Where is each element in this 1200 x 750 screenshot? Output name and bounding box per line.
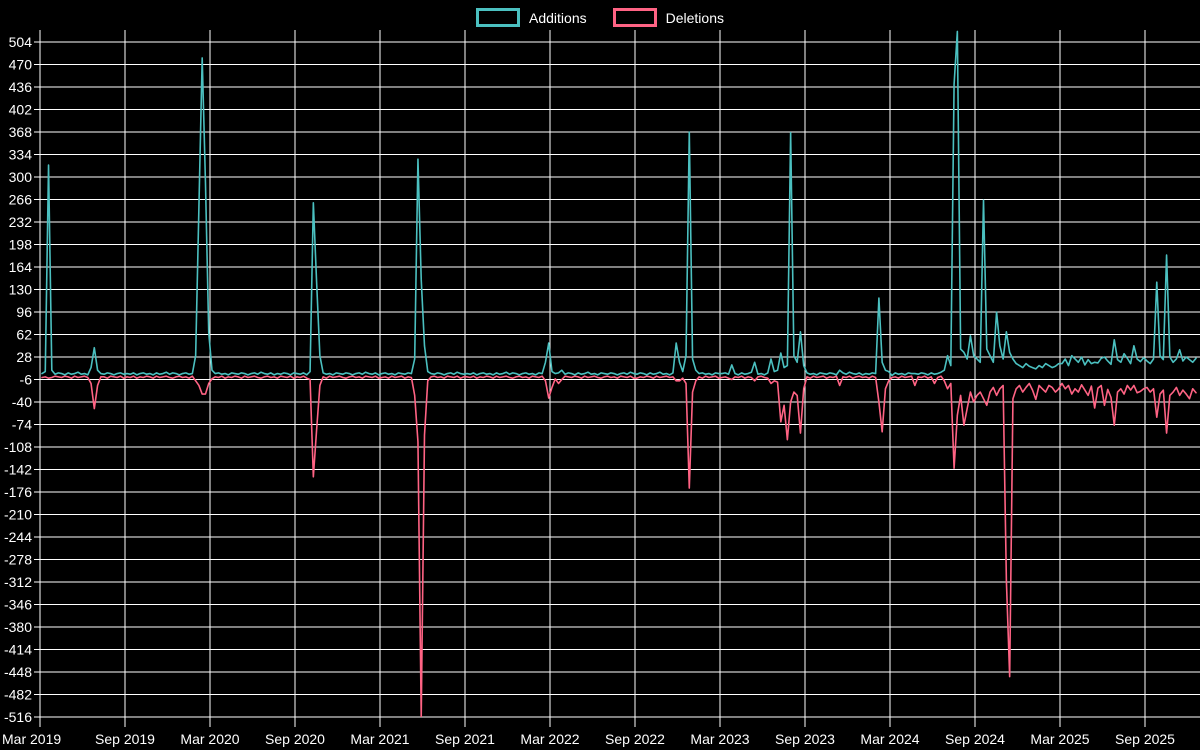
y-axis-tick-label: 164 <box>9 259 33 275</box>
x-axis-tick-label: Mar 2019 <box>2 731 61 747</box>
y-axis-tick-label: 96 <box>16 304 32 320</box>
y-axis-tick-label: 62 <box>16 327 32 343</box>
y-axis-tick-label: 28 <box>16 349 32 365</box>
x-axis-tick-label: Mar 2024 <box>860 731 919 747</box>
x-axis-tick-label: Sep 2020 <box>265 731 325 747</box>
y-axis-tick-label: -448 <box>4 664 32 680</box>
y-axis-tick-label: 470 <box>9 57 33 73</box>
additions-swatch-icon <box>476 8 521 27</box>
y-axis-tick-label: -516 <box>4 709 32 725</box>
y-axis-tick-label: -108 <box>4 439 32 455</box>
y-axis-tick-label: -312 <box>4 574 32 590</box>
y-axis-tick-label: 232 <box>9 214 33 230</box>
chart-legend: Additions Deletions <box>0 8 1200 27</box>
y-axis-tick-label: 402 <box>9 102 33 118</box>
y-axis-tick-label: 368 <box>9 124 33 140</box>
y-axis-tick-label: -278 <box>4 552 32 568</box>
x-axis-tick-label: Sep 2021 <box>435 731 495 747</box>
y-axis-tick-label: 334 <box>9 147 33 163</box>
x-axis-tick-label: Mar 2021 <box>350 731 409 747</box>
additions-line-series <box>41 30 1197 377</box>
y-axis-tick-label: -482 <box>4 687 32 703</box>
deletions-legend-label: Deletions <box>665 9 724 26</box>
y-axis-tick-label: -414 <box>4 642 32 658</box>
x-axis-tick-label: Sep 2023 <box>775 731 835 747</box>
y-axis-tick-label: 300 <box>9 169 33 185</box>
y-axis-tick-label: 266 <box>9 192 33 208</box>
y-axis-tick-label: 504 <box>9 34 33 50</box>
deletions-swatch-icon <box>612 8 657 27</box>
x-axis-tick-label: Mar 2023 <box>690 731 749 747</box>
x-axis-tick-label: Mar 2022 <box>520 731 579 747</box>
x-axis-tick-label: Mar 2020 <box>180 731 239 747</box>
x-axis-tick-label: Sep 2024 <box>945 731 1005 747</box>
x-axis-tick-label: Sep 2022 <box>605 731 665 747</box>
y-axis-tick-label: -346 <box>4 597 32 613</box>
y-axis-tick-label: -176 <box>4 484 32 500</box>
y-axis-tick-label: -380 <box>4 619 32 635</box>
legend-item-additions[interactable]: Additions <box>476 8 587 27</box>
y-axis-tick-label: -244 <box>4 529 32 545</box>
y-axis-tick-label: 130 <box>9 282 33 298</box>
y-axis-tick-label: -74 <box>12 417 32 433</box>
deletions-line-series <box>41 375 1197 717</box>
y-axis-tick-label: -142 <box>4 462 32 478</box>
x-axis-tick-label: Sep 2025 <box>1115 731 1175 747</box>
y-axis-tick-label: -6 <box>20 372 33 388</box>
y-axis-tick-label: -210 <box>4 507 32 523</box>
additions-legend-label: Additions <box>529 9 587 26</box>
y-axis-tick-label: -40 <box>12 394 32 410</box>
legend-item-deletions[interactable]: Deletions <box>612 8 724 27</box>
y-axis-tick-label: 198 <box>9 237 33 253</box>
x-axis-tick-label: Sep 2019 <box>95 731 155 747</box>
y-axis-tick-label: 436 <box>9 79 33 95</box>
x-axis-tick-label: Mar 2025 <box>1030 731 1089 747</box>
